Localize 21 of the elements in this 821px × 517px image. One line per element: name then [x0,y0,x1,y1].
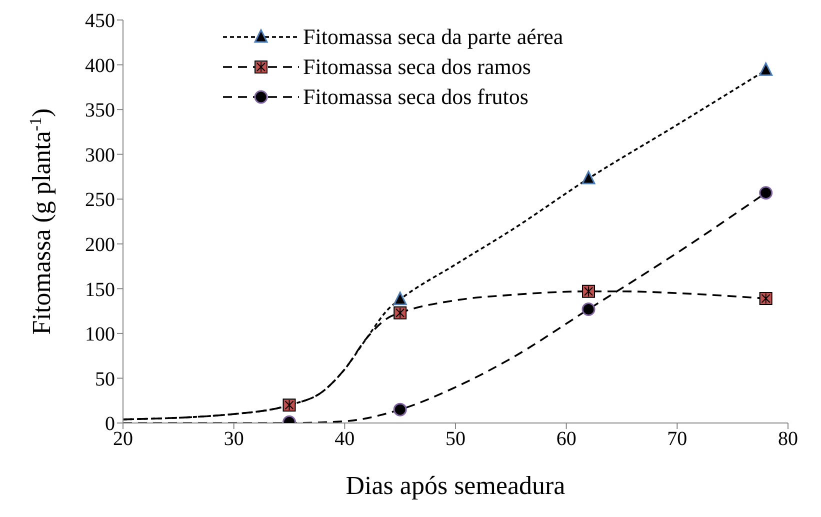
y-tick-label: 0 [105,413,115,436]
y-tick-label: 150 [85,278,115,301]
x-tick-label: 80 [778,428,798,450]
y-tick-label: 400 [85,54,115,77]
y-tick-label: 200 [85,234,115,256]
x-axis-title: Dias após semeadura [346,471,566,500]
x-tick-label: 60 [556,428,576,450]
y-tick-label: 450 [85,10,115,32]
x-tick-label: 30 [224,428,244,450]
y-tick-label: 350 [85,100,115,122]
x-tick-label: 40 [334,428,355,450]
legend-label: Fitomassa seca dos frutos [303,83,528,111]
legend-label: Fitomassa seca da parte aérea [303,23,564,51]
x-tick-label: 50 [446,428,466,450]
legend-label: Fitomassa seca dos ramos [303,53,531,81]
x-tick-label: 20 [113,428,133,450]
y-tick-label: 300 [85,144,115,166]
y-tick-label: 100 [85,324,115,346]
y-tick-label: 250 [85,189,115,212]
x-tick-label: 70 [667,428,688,450]
y-tick-label: 50 [95,368,115,390]
